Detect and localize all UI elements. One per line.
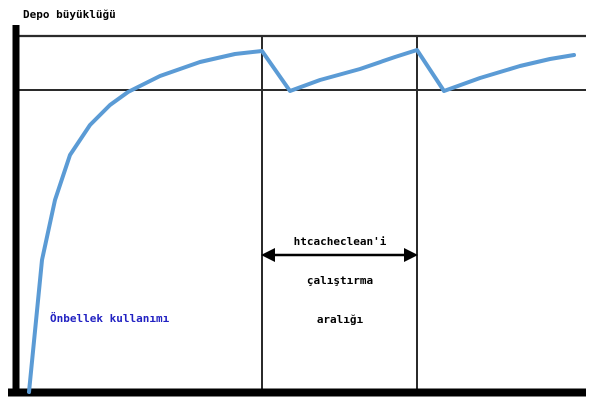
interval-annotation-line-1: htcacheclean'i [293,235,387,248]
interval-arrow-head-right [404,248,418,262]
interval-arrow-head-left [261,248,275,262]
interval-arrow [261,248,418,262]
interval-annotation-line-3: aralığı [316,313,364,326]
page-title: Depo büyüklüğü [23,8,116,21]
interval-annotation-line-2: çalıştırma [306,274,374,287]
cache-usage-label: Önbellek kullanımı [50,312,170,325]
cache-usage-curve [27,48,576,394]
interval-annotation: htcacheclean'i çalıştırma aralığı [250,209,430,352]
